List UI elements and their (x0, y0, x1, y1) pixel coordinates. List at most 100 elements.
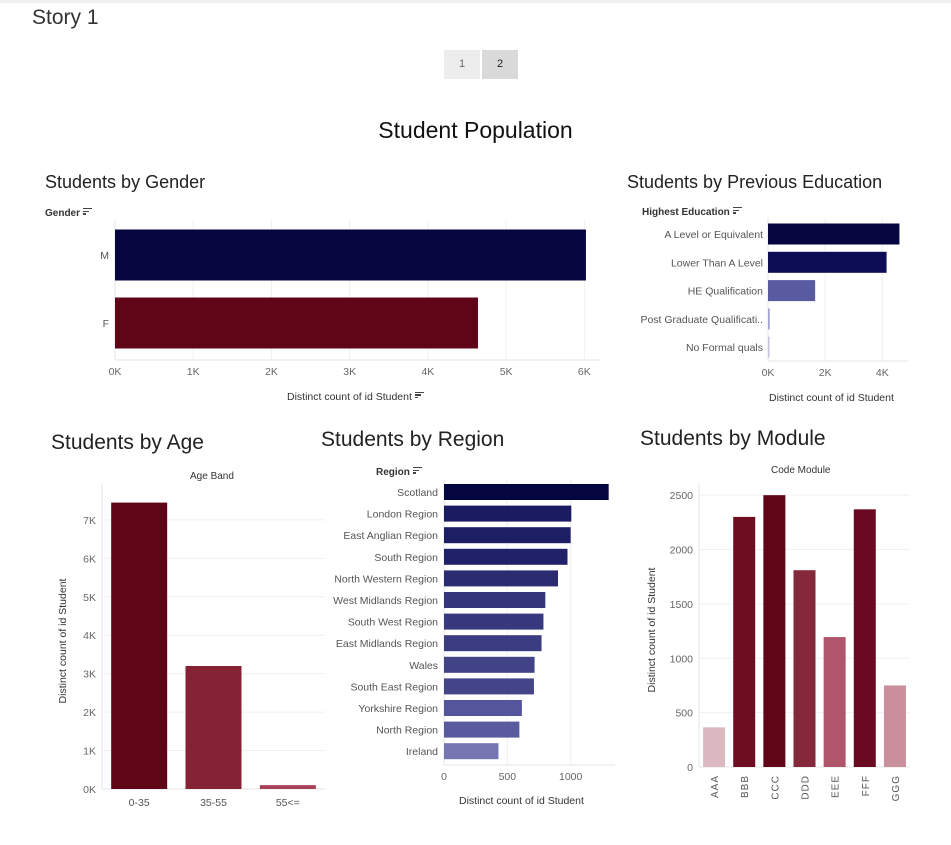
region-category-label: South West Region (348, 617, 438, 629)
module-bar (793, 570, 816, 767)
age-y-tick-label: 5K (83, 592, 96, 604)
education-chart: 0K 2K 4K A Level or Equivalent Lower Than A … (640, 218, 908, 379)
gender-field-label: Gender (45, 208, 81, 219)
age-field-header: Age Band (190, 471, 234, 482)
module-bar (853, 509, 876, 767)
gender-x-axis-label: Distinct count of id Student (287, 391, 412, 403)
top-border (0, 0, 951, 3)
gender-x-tick-label: 1K (187, 366, 200, 378)
region-x-tick-label: 0 (441, 771, 447, 783)
region-category-label: North Western Region (334, 573, 438, 585)
age-chart-title: Students by Age (51, 431, 204, 454)
education-category-label: A Level or Equivalent (664, 229, 763, 241)
module-category-label: EEE (831, 775, 842, 798)
module-category-label: BBB (740, 775, 751, 798)
age-bar (185, 665, 242, 789)
gender-category-label: M (100, 250, 109, 262)
module-category-label: CCC (770, 775, 781, 800)
education-category-label: No Formal quals (686, 342, 763, 354)
region-bar (444, 548, 568, 565)
education-field-label: Highest Education (642, 207, 730, 218)
module-chart-title: Students by Module (640, 427, 826, 450)
region-x-axis-title: Distinct count of id Student (459, 795, 584, 807)
story-title: Story 1 (32, 6, 99, 29)
sort-icon[interactable] (414, 391, 424, 399)
gender-x-tick-label: 3K (343, 366, 356, 378)
gender-x-tick-label: 2K (265, 366, 278, 378)
region-category-label: South East Region (350, 681, 438, 693)
module-y-axis-title: Distinct count of id Student (646, 567, 658, 692)
age-category-label: 35-55 (200, 797, 227, 809)
region-bar (444, 592, 546, 608)
module-bar (733, 516, 756, 767)
education-bar (768, 223, 900, 245)
module-category-label: DDD (801, 775, 812, 800)
region-field-header[interactable]: Region (376, 466, 422, 478)
module-bar (823, 637, 846, 767)
story-page-2-button[interactable]: 2 (482, 50, 518, 79)
education-bar (768, 336, 770, 358)
age-y-tick-label: 7K (83, 515, 96, 527)
age-y-tick-label: 4K (83, 630, 96, 642)
region-bar (444, 635, 542, 652)
education-x-axis-title: Distinct count of id Student (769, 392, 894, 404)
region-x-tick-label: 1000 (559, 771, 583, 783)
gender-category-label: F (103, 318, 109, 330)
age-y-tick-label: 1K (83, 746, 96, 758)
story-pager: 1 2 (444, 50, 520, 79)
region-category-label: Yorkshire Region (358, 703, 438, 715)
gender-x-axis-title[interactable]: Distinct count of id Student (287, 391, 424, 403)
education-x-tick-label: 0K (762, 367, 775, 379)
age-category-label: 0-35 (129, 797, 150, 809)
education-x-tick-label: 4K (876, 367, 889, 379)
region-category-label: East Anglian Region (343, 530, 438, 542)
story-page-1-button[interactable]: 1 (444, 50, 480, 79)
module-y-tick-label: 2000 (670, 545, 694, 557)
gender-field-header[interactable]: Gender (45, 207, 93, 219)
region-category-label: South Region (374, 552, 438, 564)
module-category-label: GGG (891, 775, 902, 801)
module-category-label: AAA (710, 775, 721, 798)
module-y-tick-label: 0 (687, 762, 693, 774)
region-category-label: Wales (409, 660, 438, 672)
gender-chart-title: Students by Gender (45, 172, 206, 192)
region-category-label: Ireland (406, 746, 438, 758)
education-field-header[interactable]: Highest Education (642, 206, 742, 218)
gender-x-tick-label: 0K (109, 366, 122, 378)
education-bar (768, 251, 887, 273)
dashboard-title: Student Population (378, 117, 573, 143)
region-x-tick-label: 500 (499, 771, 517, 783)
age-bar (111, 502, 168, 789)
region-category-label: London Region (367, 509, 438, 521)
region-bar (444, 721, 520, 738)
region-category-label: East Midlands Region (336, 638, 438, 650)
sort-icon[interactable] (732, 206, 742, 214)
education-bar (768, 280, 816, 302)
education-chart-title: Students by Previous Education (627, 172, 883, 192)
region-field-label: Region (376, 467, 410, 478)
gender-x-tick-label: 6K (578, 366, 591, 378)
gender-bar (115, 229, 586, 281)
sort-icon[interactable] (83, 207, 93, 215)
region-bar (444, 484, 609, 500)
module-y-tick-label: 500 (675, 708, 693, 720)
region-bar (444, 613, 544, 630)
module-y-tick-label: 2500 (670, 490, 694, 502)
age-y-axis-title: Distinct count of id Student (57, 578, 69, 703)
region-category-label: North Region (376, 725, 438, 737)
gender-x-tick-label: 5K (500, 366, 513, 378)
age-y-tick-label: 2K (83, 707, 96, 719)
region-bar (444, 527, 571, 544)
education-category-label: Lower Than A Level (671, 257, 763, 269)
region-chart: 0 500 1000 Scotland London Region East Anglia… (333, 480, 615, 783)
region-bar (444, 570, 558, 587)
gender-x-tick-label: 4K (421, 366, 434, 378)
age-y-tick-label: 3K (83, 669, 96, 681)
age-category-label: 55<= (276, 797, 300, 809)
sort-icon[interactable] (412, 466, 422, 474)
region-bar (444, 678, 534, 695)
region-bar (444, 700, 522, 716)
module-category-label: FFF (861, 775, 872, 796)
module-field-header: Code Module (771, 465, 831, 476)
